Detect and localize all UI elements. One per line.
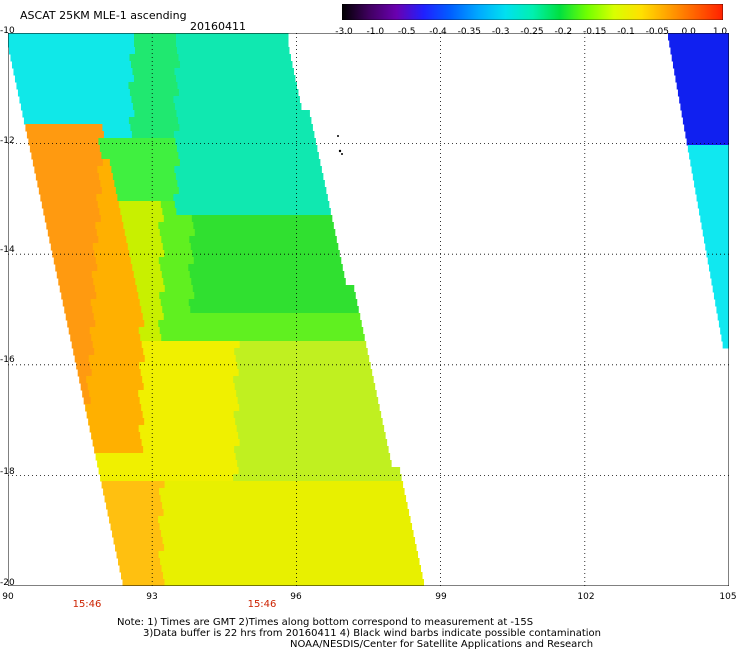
note-line: NOAA/NESDIS/Center for Satellite Applica… [290, 639, 593, 651]
lat-label: -12 [0, 136, 15, 146]
lat-label: -20 [0, 578, 15, 588]
lat-label: -14 [0, 245, 15, 255]
lon-label: 102 [577, 592, 594, 602]
swath-time-label: 15:46 [248, 599, 277, 610]
color-legend-bar [342, 4, 723, 20]
product-title: ASCAT 25KM MLE-1 ascending [20, 9, 187, 22]
island-marks [337, 135, 343, 155]
lon-label: 93 [146, 592, 157, 602]
wind-map [8, 33, 729, 586]
lat-label: -18 [0, 467, 15, 477]
product-date: 20160411 [190, 20, 246, 33]
lat-label: -16 [0, 355, 15, 365]
lon-label: 90 [2, 592, 13, 602]
lon-label: 96 [290, 592, 301, 602]
lat-label: -10 [0, 26, 15, 36]
lon-label: 105 [719, 592, 736, 602]
data-swaths [8, 33, 729, 586]
lon-label: 99 [435, 592, 446, 602]
swath-time-label: 15:46 [73, 599, 102, 610]
